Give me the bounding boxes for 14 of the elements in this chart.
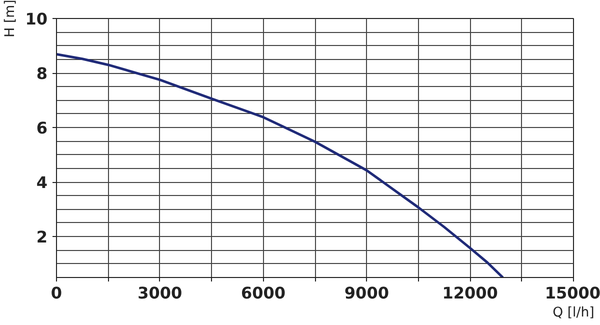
y-tick-label: 6: [36, 118, 48, 138]
x-tick-label: 15000: [544, 284, 600, 302]
x-tick-label: 3000: [138, 284, 182, 302]
y-tick-label: 8: [36, 64, 48, 84]
y-tick-label: 10: [25, 10, 48, 28]
y-tick-label: 4: [36, 173, 48, 192]
line-series: [56, 52, 504, 278]
y-axis-title: H [m]: [3, 0, 18, 38]
x-tick-label: 9000: [344, 284, 389, 302]
y-tick-label: 2: [36, 228, 48, 247]
x-tick-label: 12000: [442, 284, 498, 302]
x-tick-label: 6000: [241, 284, 286, 302]
x-tick-label: 0: [50, 284, 62, 302]
x-axis-title: Q [l/h]: [552, 306, 594, 320]
